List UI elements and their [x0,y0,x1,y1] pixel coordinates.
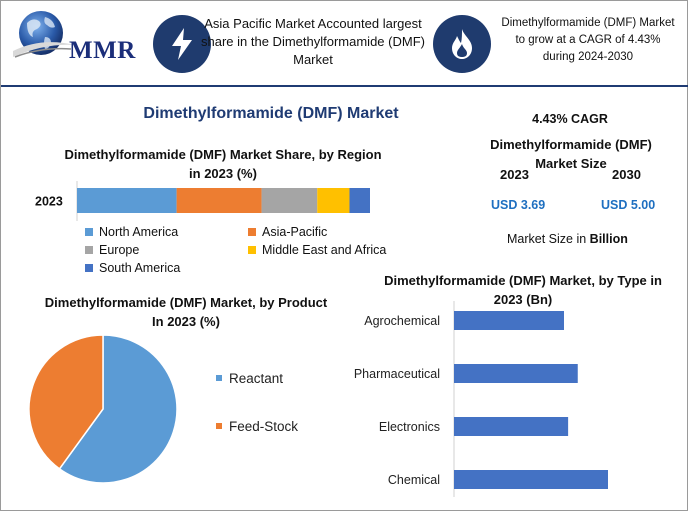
left-banner-text: Asia Pacific Market Accounted largest sh… [201,16,425,67]
type-category-label: Electronics [379,420,440,434]
year-end: 2030 [612,167,641,182]
legend-label: Middle East and Africa [262,243,387,257]
product-pie-chart: Reactant Feed-Stock [28,334,298,484]
region-bar-segment [261,188,318,213]
pie-slice [28,334,104,470]
flame-icon [433,15,491,73]
region-bar-segment [176,188,262,213]
region-bar-segment [77,188,177,213]
header-bar: MMR Asia Pacific Market Accounted larges… [1,1,688,87]
unit-prefix: Market Size in [507,232,590,246]
legend-label: Asia-Pacific [262,225,328,239]
legend-swatch [85,228,93,236]
unit-bold: Billion [589,232,628,246]
type-bar-chart: Agrochemical Pharmaceutical Electronics Che… [354,301,608,497]
market-size-title: Dimethylformamide (DMF) Market Size [490,137,652,171]
region-chart: 2023 [35,181,370,221]
logo-text: MMR [69,37,136,64]
pie-legend-swatch [216,423,222,429]
legend-swatch [248,228,256,236]
region-legend-item: North America [85,225,178,239]
legend-swatch [248,246,256,254]
legend-label: South America [99,261,181,275]
legend-swatch [85,264,93,272]
region-chart-title: Dimethylformamide (DMF) Market Share, by… [64,147,382,181]
cagr-label: 4.43% CAGR [532,112,608,126]
pie-legend-swatch [216,375,222,381]
year-start: 2023 [500,167,529,182]
legend-label: Europe [99,243,140,257]
region-legend-item: Middle East and Africa [248,243,386,257]
value-end: USD 5.00 [601,198,656,212]
mmr-logo: MMR [9,7,139,71]
right-banner-text: Dimethylformamide (DMF) Market to grow a… [501,17,675,63]
region-bar-segment [349,188,370,213]
legend-swatch [85,246,93,254]
product-chart-title: Dimethylformamide (DMF) Market, by Produ… [44,295,328,329]
pie-slice [58,334,178,484]
lightning-icon [153,15,211,73]
type-category-label: Agrochemical [364,314,440,328]
type-category-label: Pharmaceutical [354,367,440,381]
type-bar [454,311,564,330]
market-size-unit: Market Size in Billion [507,232,628,246]
pie-legend-label: Reactant [229,371,283,386]
pie-legend-label: Feed-Stock [229,419,298,434]
type-category-label: Chemical [388,473,440,487]
legend-label: North America [99,225,179,239]
type-bar [454,364,578,383]
region-legend-item: Asia-Pacific [248,225,327,239]
page-title: Dimethylformamide (DMF) Market [143,105,399,122]
region-year-label: 2023 [35,195,63,209]
type-chart-title: Dimethylformamide (DMF) Market, by Type … [384,273,662,307]
region-legend-item: Europe [85,243,139,257]
region-legend-item: South America [85,261,180,275]
globe-icon [13,11,75,58]
region-bar-segment [317,188,350,213]
type-bar [454,470,608,489]
value-start: USD 3.69 [491,198,546,212]
type-bar [454,417,569,436]
